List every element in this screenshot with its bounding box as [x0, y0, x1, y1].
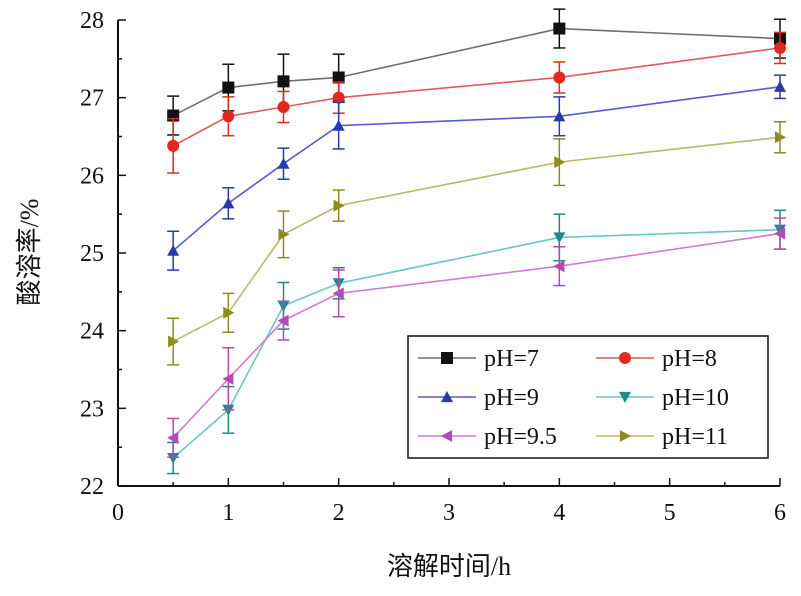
x-tick-label: 0 — [112, 500, 124, 526]
data-point — [774, 131, 786, 144]
legend-marker — [619, 352, 631, 364]
legend-label: pH=7 — [484, 346, 539, 372]
y-tick-label: 26 — [80, 163, 104, 189]
x-axis-title: 溶解时间/h — [387, 552, 511, 581]
data-point — [774, 227, 786, 240]
x-tick-label: 3 — [443, 500, 455, 526]
data-point — [553, 71, 566, 84]
legend-marker — [441, 352, 453, 364]
series-pH=9 — [167, 74, 786, 271]
data-point — [332, 287, 344, 300]
legend-item: pH=8 — [596, 346, 717, 372]
y-tick-label: 24 — [80, 319, 104, 345]
series-line — [172, 27, 781, 117]
data-point — [553, 260, 565, 273]
data-point — [333, 199, 345, 212]
data-point — [278, 228, 290, 241]
data-point — [222, 197, 235, 209]
x-tick-label: 4 — [553, 500, 565, 526]
data-point — [167, 431, 179, 444]
series-line — [172, 86, 781, 252]
y-axis-title: 酸溶率/% — [15, 199, 44, 306]
data-point — [167, 139, 180, 152]
legend-label: pH=11 — [662, 424, 728, 450]
legend-label: pH=9.5 — [484, 424, 557, 450]
data-point — [277, 75, 290, 88]
x-tick-label: 5 — [664, 500, 676, 526]
y-tick-label: 25 — [80, 241, 104, 267]
legend-label: pH=10 — [662, 385, 729, 411]
data-point — [553, 232, 566, 244]
x-tick-label: 1 — [222, 500, 234, 526]
data-point — [168, 335, 180, 348]
legend-label: pH=8 — [662, 346, 717, 372]
data-point — [277, 314, 289, 327]
series-pH=8 — [167, 31, 786, 174]
series-line — [172, 232, 781, 439]
data-point — [223, 306, 235, 319]
data-point — [553, 110, 566, 122]
data-point — [332, 119, 345, 131]
x-axis: 0 1 2 3 4 5 6 — [112, 478, 786, 526]
series-line — [172, 228, 781, 459]
legend-marker — [441, 391, 453, 403]
data-point — [332, 91, 345, 104]
y-tick-label: 23 — [80, 396, 104, 422]
legend-marker — [441, 430, 453, 442]
y-axis: 22 23 24 25 26 27 28 — [80, 8, 126, 500]
legend-item: pH=7 — [418, 346, 539, 372]
legend-item: pH=11 — [596, 424, 728, 450]
series-pH=9.5 — [167, 217, 786, 459]
data-point — [553, 22, 566, 35]
series-line — [172, 47, 781, 147]
legend: pH=7 pH=8 pH=9 pH=10 pH=9.5 pH=11 — [407, 335, 769, 459]
data-point — [222, 110, 235, 123]
legend-item: pH=9.5 — [418, 424, 557, 450]
series-pH=11 — [167, 120, 786, 366]
data-point — [222, 81, 235, 94]
data-point — [222, 372, 234, 385]
legend-item: pH=9 — [418, 385, 539, 411]
plot-area — [167, 8, 786, 475]
y-tick-label: 22 — [80, 474, 104, 500]
legend-marker — [619, 391, 631, 403]
data-point — [167, 244, 180, 256]
data-point — [774, 41, 786, 54]
data-point — [332, 71, 345, 84]
x-tick-label: 6 — [774, 500, 786, 526]
data-point — [277, 100, 290, 113]
data-point — [167, 452, 180, 465]
legend-marker — [619, 430, 631, 442]
x-tick-label: 2 — [333, 500, 345, 526]
series-pH=7 — [167, 8, 786, 136]
data-point — [554, 156, 566, 169]
y-tick-label: 28 — [80, 8, 104, 34]
legend-item: pH=10 — [596, 385, 729, 411]
series-line — [172, 136, 781, 343]
y-tick-label: 27 — [80, 86, 104, 112]
data-point — [774, 80, 786, 92]
data-point — [277, 157, 290, 169]
legend-label: pH=9 — [484, 385, 539, 411]
